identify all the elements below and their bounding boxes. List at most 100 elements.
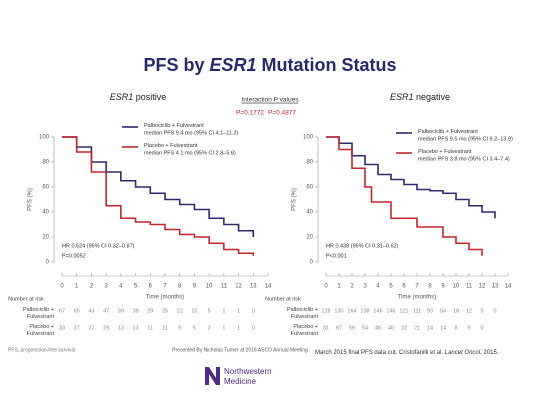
survival-curve xyxy=(62,136,255,237)
y-tick-label: 60 xyxy=(306,185,313,191)
risk-number: 130 xyxy=(334,308,343,314)
y-tick-label: 60 xyxy=(42,185,49,191)
x-tick-label: 2 xyxy=(90,284,94,290)
x-tick-label: 11 xyxy=(221,284,228,290)
x-tick-label: 9 xyxy=(441,284,445,290)
risk-number: 22 xyxy=(177,308,183,314)
legend-detail: median PFS 9.4 mo (95% CI 4.1–11.2) xyxy=(144,131,239,137)
source-part: , 2015. xyxy=(480,350,499,356)
risk-number: 54 xyxy=(362,325,368,331)
x-tick-label: 6 xyxy=(149,284,153,290)
legend-name: Palbociclib + Fulvestrant xyxy=(418,129,478,135)
y-axis-label: PFS (%) xyxy=(292,188,298,211)
legend-detail: median PFS 4.1 mo (95% CI 2.8–5.6) xyxy=(144,151,236,157)
risk-number: 12 xyxy=(466,308,472,314)
risk-number: 0 xyxy=(493,308,496,314)
x-tick-label: 7 xyxy=(415,284,419,290)
risk-number: 164 xyxy=(347,308,356,314)
risk-number: 5 xyxy=(193,325,196,331)
legend-detail: median PFS 9.5 mo (95% CI 9.2–13.9) xyxy=(418,137,513,143)
risk-number: 65 xyxy=(74,308,80,314)
risk-number: 1 xyxy=(237,308,240,314)
risk-row-label: Palbociclib + Fulvestrant xyxy=(22,307,54,320)
y-tick-label: 40 xyxy=(306,210,313,216)
risk-number: 54 xyxy=(440,308,446,314)
x-tick-label: 1 xyxy=(75,284,79,290)
survival-curve xyxy=(62,136,255,256)
x-tick-label: 0 xyxy=(60,284,64,290)
x-tick-label: 10 xyxy=(206,284,213,290)
x-axis-label: Time (months) xyxy=(146,295,184,301)
x-axis-label: Time (months) xyxy=(398,295,436,301)
risk-number: 11 xyxy=(147,325,153,331)
p-value: P=0.0052 xyxy=(62,253,86,259)
x-tick-label: 11 xyxy=(466,284,473,290)
risk-row-label: Placebo + Fulvestrant xyxy=(290,324,318,337)
y-tick-label: 80 xyxy=(306,160,313,166)
risk-number: 5 xyxy=(480,308,483,314)
x-tick-label: 3 xyxy=(363,284,367,290)
subtitle-part: ESR1 xyxy=(390,92,414,102)
risk-number: 111 xyxy=(413,308,421,314)
risk-number: 40 xyxy=(388,325,394,331)
legend-entry: Palbociclib + Fulvestrant median PFS 9.4 … xyxy=(144,123,239,137)
y-tick-label: 40 xyxy=(42,210,49,216)
risk-number: 21 xyxy=(414,325,420,331)
risk-number: 8 xyxy=(454,325,457,331)
risk-number: 5 xyxy=(467,325,470,331)
risk-number: 5 xyxy=(208,308,211,314)
survival-curve xyxy=(326,136,496,219)
risk-number: 146 xyxy=(373,308,382,314)
source-part: Lancet Oncol xyxy=(445,350,481,356)
x-tick-label: 5 xyxy=(389,284,393,290)
legend-name: Placebo + Fulvestrant xyxy=(418,149,472,155)
y-tick-label: 20 xyxy=(42,235,49,241)
y-tick-label: 0 xyxy=(46,260,50,266)
y-tick-label: 20 xyxy=(306,235,313,241)
risk-number: 0 xyxy=(252,308,255,314)
y-tick-label: 100 xyxy=(39,135,50,141)
x-tick-label: 2 xyxy=(350,284,354,290)
risk-number: 14 xyxy=(427,325,433,331)
risk-row-label: Palbociclib + Fulvestrant xyxy=(286,307,318,320)
hazard-ratio: HR 0.438 (95% CI 0.31–0.62) xyxy=(326,243,399,249)
risk-title: Number at risk xyxy=(265,296,301,302)
risk-number: 138 xyxy=(360,308,369,314)
x-tick-label: 4 xyxy=(376,284,380,290)
title-part: Mutation Status xyxy=(262,55,397,75)
y-tick-label: 100 xyxy=(303,135,314,141)
logo-text: Northwestern xyxy=(224,367,272,376)
risk-number: 146 xyxy=(386,308,395,314)
subtitle: ESR1 positive xyxy=(110,92,167,102)
risk-number: 93 xyxy=(427,308,433,314)
y-tick-label: 0 xyxy=(310,260,314,266)
x-tick-label: 8 xyxy=(428,284,432,290)
x-tick-label: 5 xyxy=(134,284,138,290)
source-part: March 2015 final PFS data cut. Cristofan… xyxy=(315,350,443,356)
logo-icon xyxy=(205,367,220,385)
title-part: PFS by xyxy=(143,55,204,75)
risk-number: 81 xyxy=(323,325,329,331)
logo-text: Medicine xyxy=(224,377,257,386)
x-tick-label: 7 xyxy=(163,284,167,290)
subtitle-part: positive xyxy=(136,92,167,102)
risk-number: 33 xyxy=(59,325,65,331)
risk-number: 13 xyxy=(118,325,124,331)
y-axis-label: PFS (%) xyxy=(28,188,34,211)
x-tick-label: 13 xyxy=(250,284,257,290)
risk-number: 67 xyxy=(336,325,342,331)
risk-number: 25 xyxy=(162,308,168,314)
footnote: PFS, progression-free survival xyxy=(8,347,75,353)
x-tick-label: 9 xyxy=(193,284,197,290)
risk-number: 38 xyxy=(133,308,139,314)
hazard-ratio: HR 0.524 (95% CI 0.32–0.87) xyxy=(62,243,135,249)
risk-number: 0 xyxy=(252,325,255,331)
risk-number: 14 xyxy=(440,325,446,331)
legend-entry: Placebo + Fulvestrant median PFS 3.8 mo (… xyxy=(418,149,510,163)
x-tick-label: 8 xyxy=(178,284,182,290)
risk-number: 29 xyxy=(103,325,109,331)
risk-number: 1 xyxy=(222,308,225,314)
footnote: March 2015 final PFS data cut. Cristofan… xyxy=(315,350,499,356)
risk-number: 1 xyxy=(237,325,240,331)
